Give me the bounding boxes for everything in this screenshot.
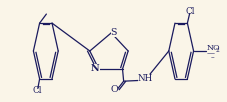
Text: Cl: Cl	[185, 7, 195, 16]
Text: 2: 2	[215, 48, 219, 53]
Text: O: O	[110, 85, 118, 94]
Text: S: S	[111, 28, 117, 37]
Text: –: –	[211, 53, 215, 61]
Text: Cl: Cl	[32, 86, 42, 95]
Text: —: —	[207, 49, 215, 58]
Text: NH: NH	[138, 74, 153, 83]
Text: NO: NO	[207, 44, 220, 53]
Text: N: N	[91, 64, 100, 73]
